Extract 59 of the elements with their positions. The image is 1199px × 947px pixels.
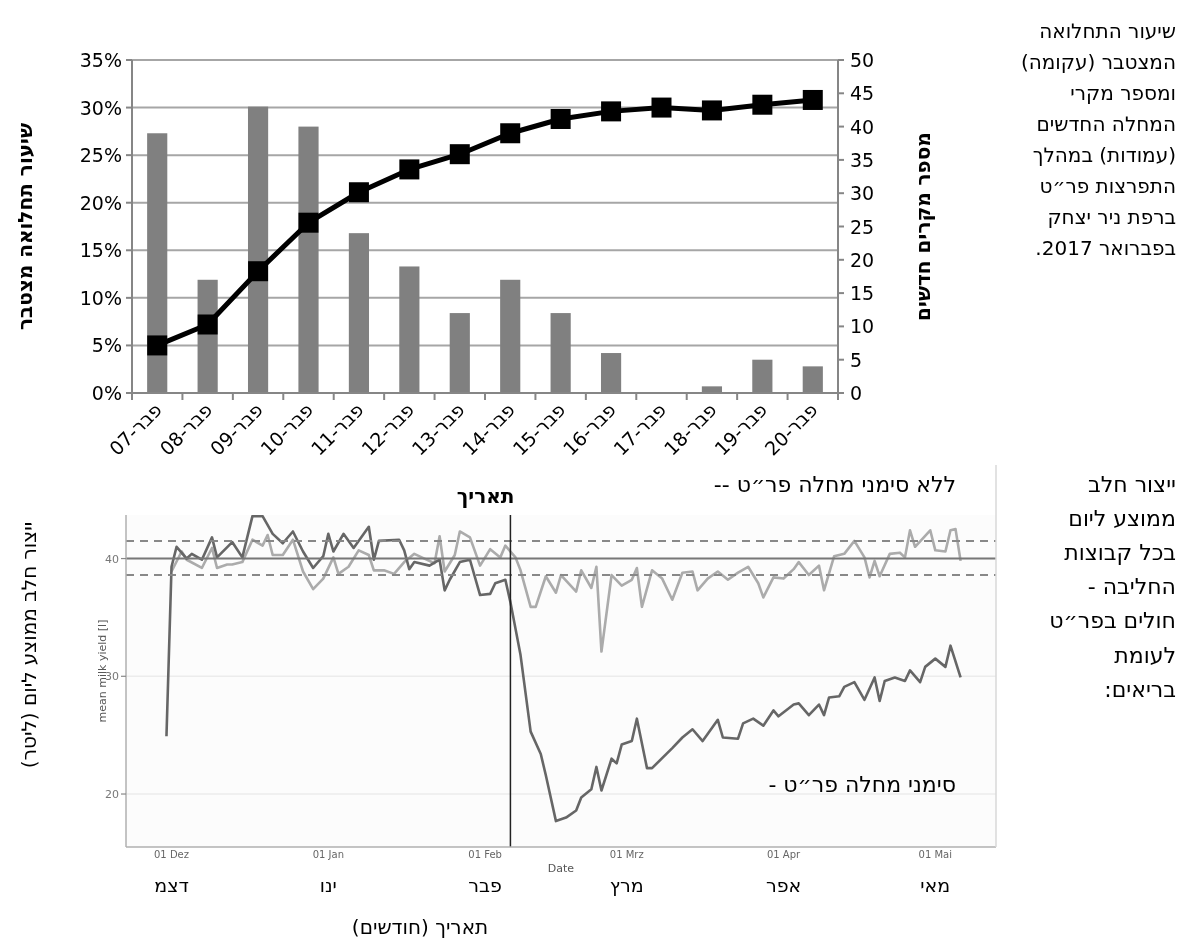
series-label: ללא סימני מחלה פר״ט -- [713,472,956,497]
x-tick-label: 01 Apr [766,849,802,860]
point [449,144,470,165]
point [500,123,521,144]
y2-tick-label: 45 [850,82,875,105]
point [248,261,269,282]
y-tick-label: 40 [105,552,119,566]
point [601,101,622,122]
point [348,182,369,203]
y2-tick-label: 0 [850,382,863,404]
y-tick-label: 10% [79,286,122,309]
x-tick-label: 01 Jan [312,849,344,860]
text: ינו [319,874,337,896]
y-tick-label: 20% [79,191,122,214]
y2-tick-label: 35 [850,148,875,171]
y-tick-label: 20 [105,788,119,802]
y-tick-label: 25% [79,144,122,167]
line-series [165,515,962,823]
y2-axis-title: מספר מקרים חדשים [911,132,935,321]
x-tick-label: 01 Dez [154,849,190,860]
y2-tick-label: 50 [850,49,875,71]
text: דצמ [154,874,189,896]
y-tick-label: 0% [91,382,122,404]
y-tick-label: 35% [79,49,122,71]
point [802,89,823,110]
x-axis-title: Date [547,862,575,875]
point [752,94,773,115]
x-tick-label: 01 Mai [918,849,953,860]
x-tick-label: 01 Mrz [609,849,644,860]
point [147,335,168,356]
point [298,212,319,233]
y-tick-label: 15% [79,239,122,262]
y2-tick-label: 25 [850,215,875,238]
point [701,100,722,121]
y2-tick-label: 5 [850,348,863,371]
text: ייצור חלב ממוצע ליום בכל קבוצות החליבה - חולים בפר״ט לעומת בריאים: [1049,472,1176,702]
x2-axis-title: תאריך (חודשים) [351,915,489,939]
y2-tick-label: 15 [850,282,875,305]
ref-line-label: תאריך [456,484,515,508]
y-tick-label: 5% [91,334,122,357]
y-axis-title: שיעור תחלואה מצטבר [13,122,37,331]
text: ייצור חלב ממוצע ליום (ליטר) [17,521,41,769]
x-tick-label: 01 Feb [468,849,502,860]
y2-tick-label: 20 [850,248,875,271]
text: מרץ [609,874,644,896]
text: פבר [468,874,502,896]
y2-tick-label: 40 [850,115,875,138]
line-series [170,527,962,653]
text: מאי [920,874,951,896]
y-tick-label: 30% [79,96,122,119]
y2-tick-label: 10 [850,315,875,338]
point [550,108,571,129]
text: שיעור התחלואה המצטבר (עקומה) ומספר מקרי המחלה החדשים (עמודות) במהלך התפרצות פר״ט ברפת ניר יצחק בפברואר 2017. [1020,19,1176,260]
point [197,314,218,335]
point [651,97,672,118]
text: אפר [765,874,802,896]
text: סימני מחלה פר״ט - [768,772,956,797]
point [399,159,420,180]
y2-tick-label: 30 [850,182,875,205]
